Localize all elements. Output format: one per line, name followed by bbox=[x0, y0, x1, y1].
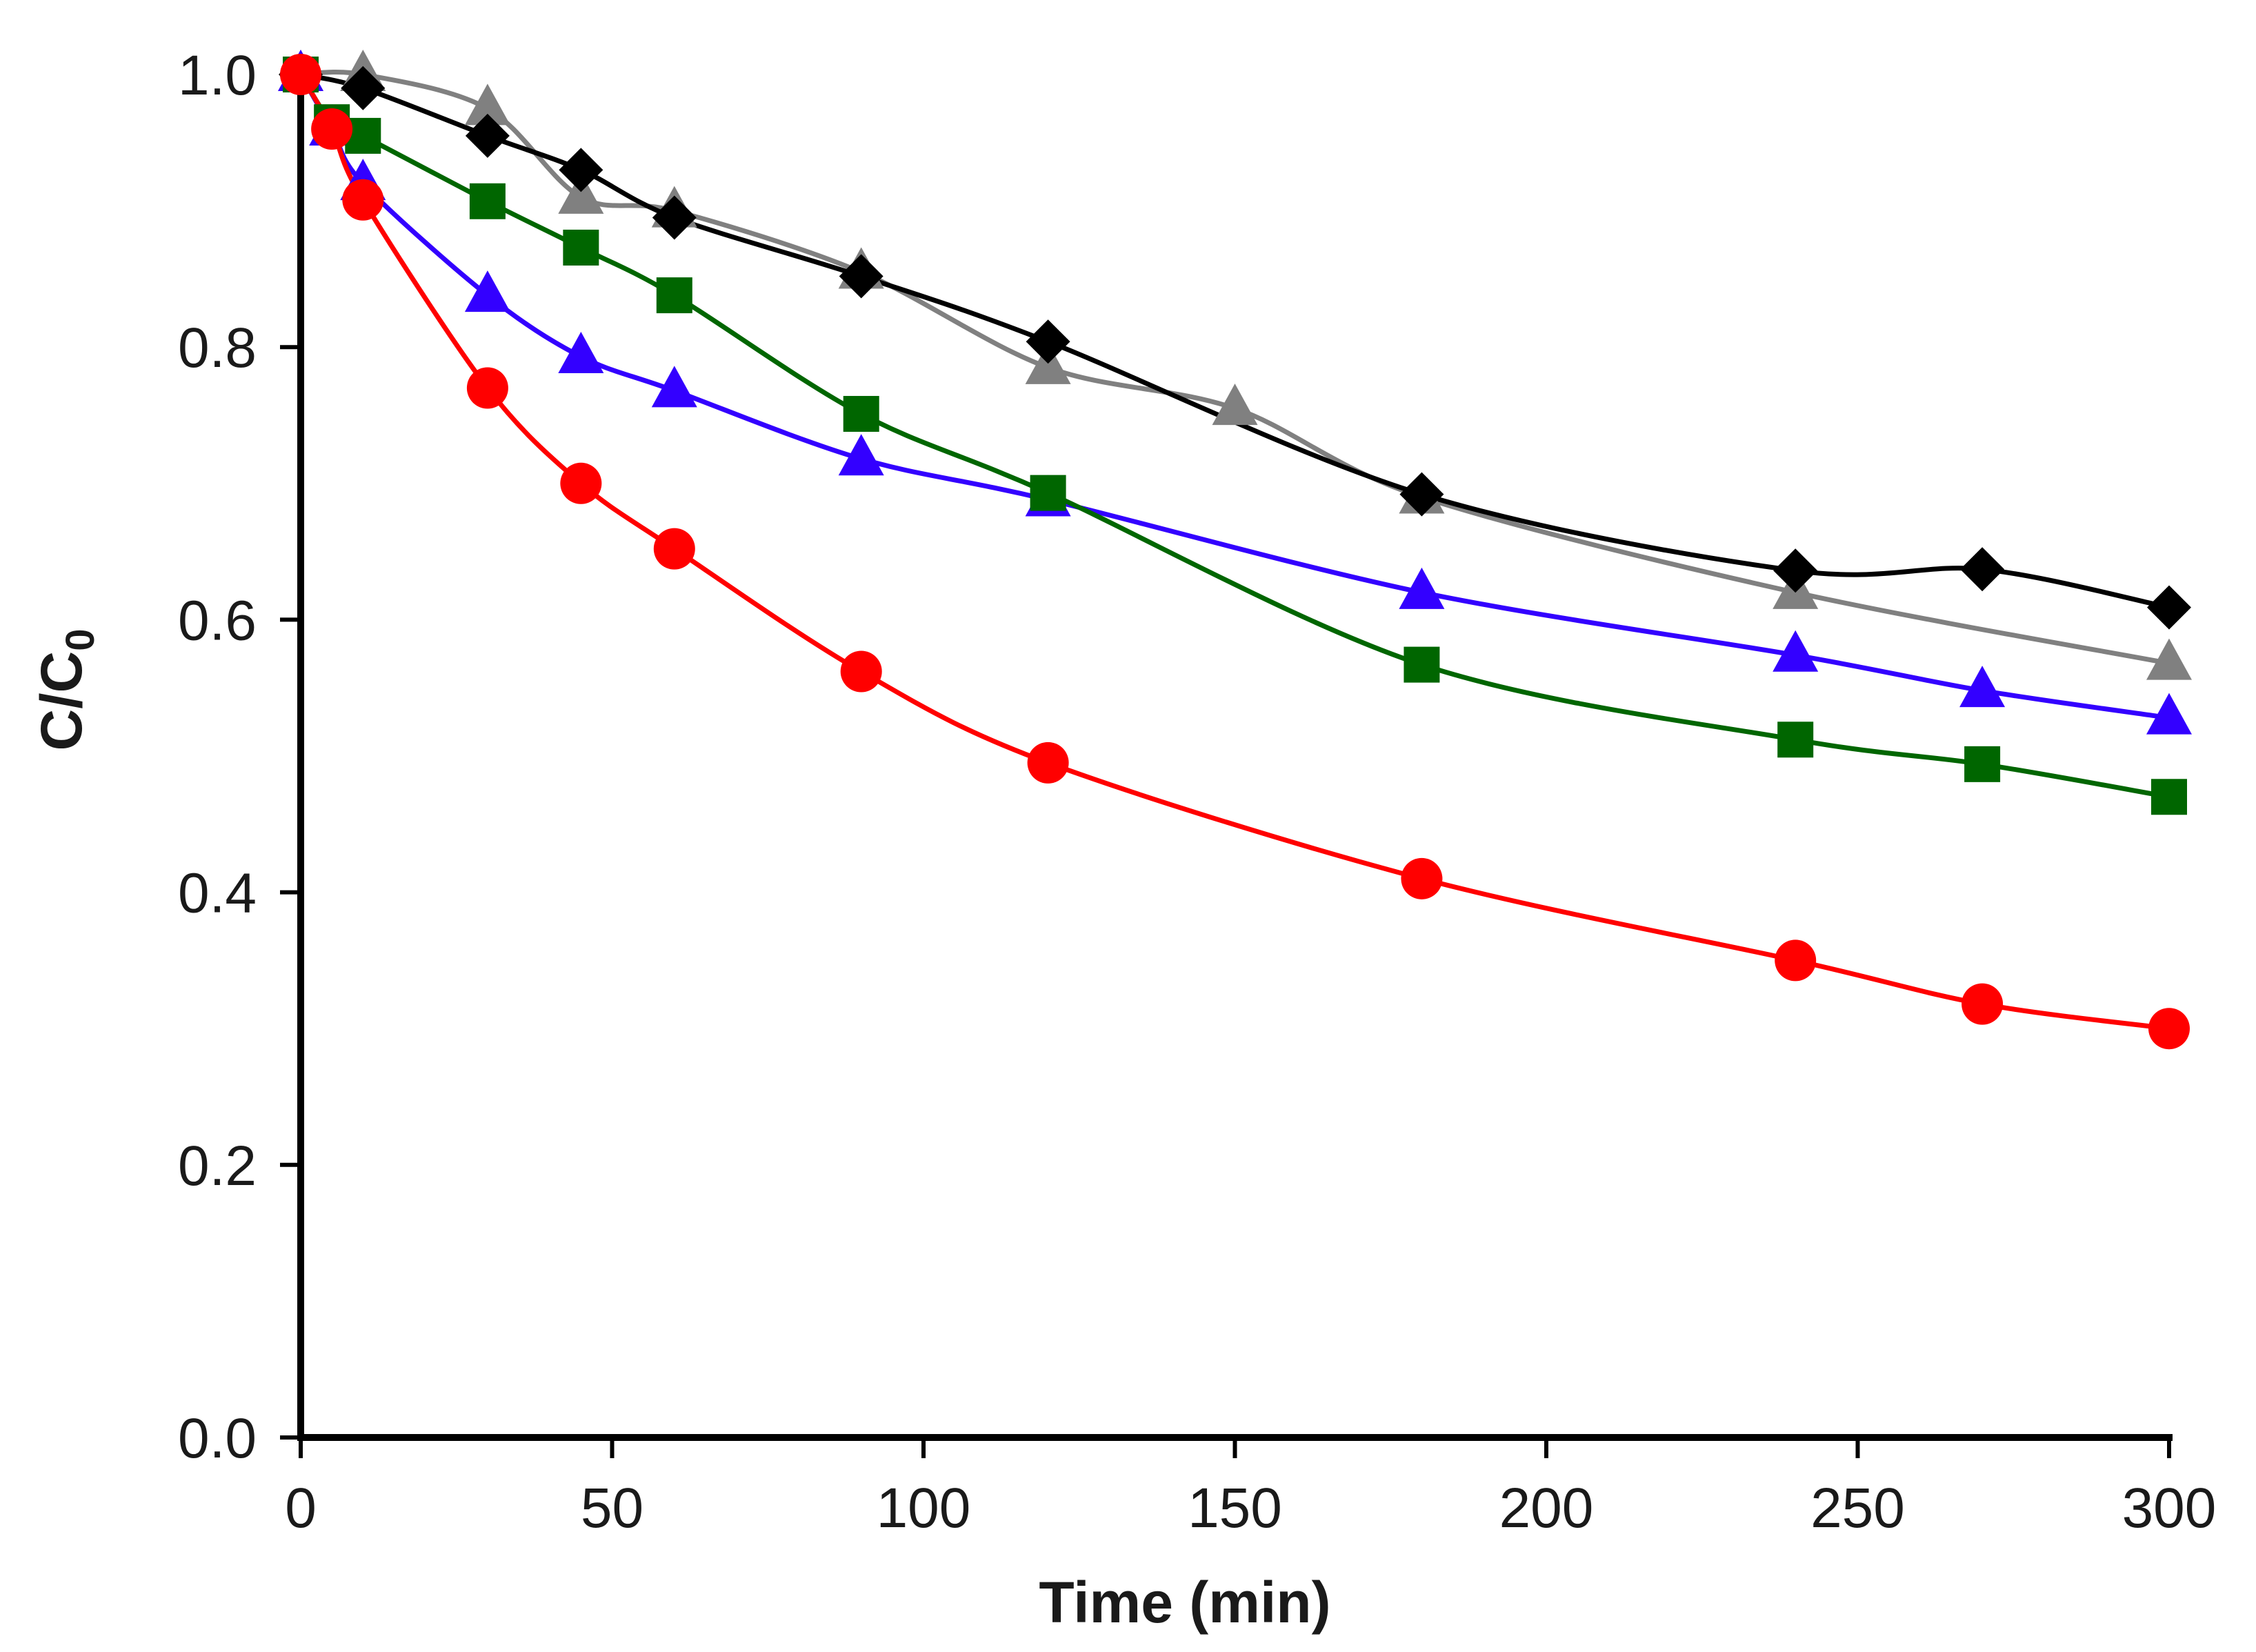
grey-triangle-series-point bbox=[2146, 638, 2192, 680]
black-diamond-series-point bbox=[1960, 547, 2005, 592]
black-diamond-series-point bbox=[341, 66, 386, 110]
blue-triangle-series-point bbox=[558, 332, 604, 374]
green-square-series-point bbox=[1777, 721, 1814, 758]
y-tick-label: 0.0 bbox=[178, 1407, 257, 1470]
y-tick-label: 0.2 bbox=[178, 1135, 257, 1197]
blue-triangle-series-point bbox=[1959, 666, 2006, 708]
red-circle-series-point bbox=[311, 108, 353, 150]
y-tick-label: 0.8 bbox=[178, 317, 257, 379]
green-square-series-point bbox=[1404, 646, 1440, 683]
black-diamond-series-point bbox=[465, 113, 510, 158]
blue-triangle-series-point bbox=[1773, 630, 1819, 672]
y-tick-label: 1.0 bbox=[178, 44, 257, 107]
x-tick-label: 300 bbox=[2122, 1477, 2217, 1540]
red-circle-series-point bbox=[342, 179, 384, 221]
blue-triangle-series-point bbox=[464, 270, 510, 312]
blue-triangle-series-point bbox=[651, 366, 697, 408]
black-diamond-series-point bbox=[839, 254, 884, 299]
black-diamond-series-point bbox=[2147, 585, 2191, 630]
series-layer bbox=[298, 70, 2172, 1031]
markers-layer bbox=[278, 50, 2192, 1050]
black-diamond-series-line bbox=[298, 72, 2172, 610]
y-tick-label: 0.6 bbox=[178, 589, 257, 652]
black-diamond-series-point bbox=[652, 195, 697, 240]
grey-triangle-series-point bbox=[464, 83, 510, 126]
x-tick-label: 200 bbox=[1499, 1477, 1594, 1540]
blue-triangle-series-line bbox=[298, 72, 2172, 721]
green-square-series-point bbox=[1030, 475, 1066, 511]
black-diamond-series-point bbox=[1399, 472, 1444, 517]
y-axis-title-subscript: 0 bbox=[58, 629, 103, 651]
blue-triangle-series-point bbox=[1399, 567, 1445, 609]
y-axis-title: C/C0 bbox=[29, 629, 103, 751]
black-diamond-series-point bbox=[1026, 319, 1070, 364]
x-tick-label: 250 bbox=[1810, 1477, 1905, 1540]
axes bbox=[297, 74, 2173, 1441]
green-square-series-point bbox=[1964, 746, 2001, 782]
x-axis-title: Time (min) bbox=[1039, 1570, 1330, 1635]
x-tick-label: 50 bbox=[581, 1477, 643, 1540]
green-square-series-line bbox=[298, 72, 2172, 799]
green-square-series-point bbox=[2151, 779, 2187, 815]
blue-triangle-series-point bbox=[2146, 693, 2192, 735]
y-axis-title-main: C/C bbox=[29, 651, 94, 751]
x-tick-label: 0 bbox=[285, 1477, 317, 1540]
red-circle-series-line bbox=[298, 72, 2172, 1031]
green-square-series-point bbox=[843, 396, 879, 432]
red-circle-series-point bbox=[1961, 983, 2004, 1025]
green-square-series-point bbox=[656, 277, 692, 314]
green-square-series-point bbox=[469, 183, 506, 219]
ticks: 0 50 100 150 200 250 300 0.0 0.2 0.4 0.6 0.8 1.0 bbox=[178, 44, 2216, 1540]
red-circle-series-point bbox=[280, 54, 321, 95]
red-circle-series-point bbox=[653, 528, 695, 570]
grey-triangle-series-point bbox=[1212, 384, 1258, 426]
blue-triangle-series-point bbox=[838, 434, 884, 476]
red-circle-series-point bbox=[1775, 939, 1817, 982]
black-diamond-series-point bbox=[1773, 548, 1818, 593]
grey-triangle-series-point bbox=[558, 172, 604, 214]
green-square-series-point bbox=[563, 229, 599, 266]
red-circle-series-point bbox=[1401, 857, 1443, 899]
red-circle-series-point bbox=[560, 462, 602, 504]
x-tick-label: 150 bbox=[1188, 1477, 1282, 1540]
black-diamond-series-point bbox=[559, 148, 603, 192]
red-circle-series-point bbox=[466, 367, 508, 409]
red-circle-series-point bbox=[1027, 742, 1069, 784]
y-tick-label: 0.4 bbox=[178, 862, 257, 925]
x-tick-label: 100 bbox=[877, 1477, 971, 1540]
red-circle-series-point bbox=[840, 650, 882, 693]
red-circle-series-point bbox=[2148, 1008, 2190, 1050]
